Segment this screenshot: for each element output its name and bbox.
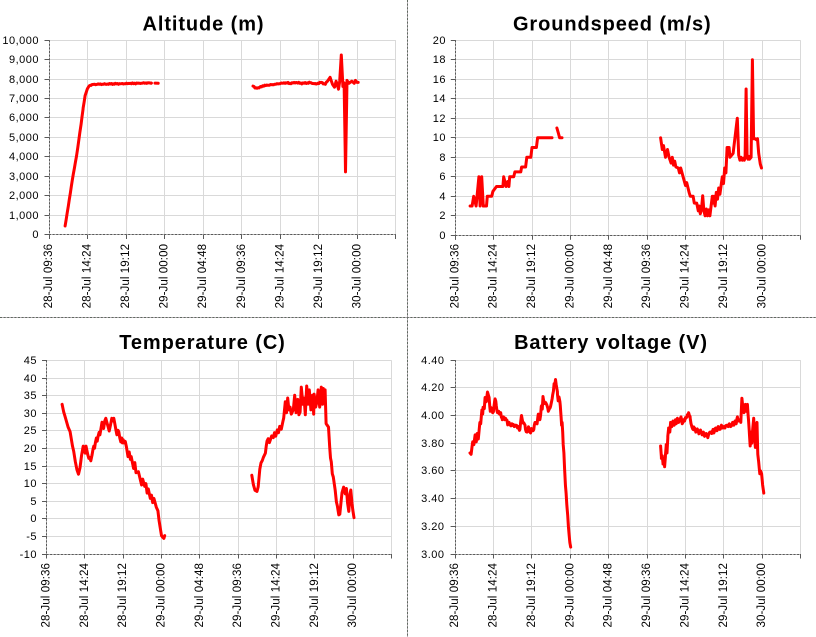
svg-text:29-Jul 00:00: 29-Jul 00:00 [156, 563, 168, 628]
svg-text:28-Jul 19:12: 28-Jul 19:12 [120, 244, 132, 309]
svg-text:30-Jul 00:00: 30-Jul 00:00 [756, 563, 768, 628]
svg-text:8,000: 8,000 [9, 74, 39, 86]
svg-text:10,000: 10,000 [2, 35, 39, 47]
svg-text:35: 35 [24, 390, 37, 402]
svg-text:-10: -10 [20, 549, 37, 561]
svg-text:1,000: 1,000 [9, 210, 39, 222]
svg-text:15: 15 [24, 461, 37, 473]
svg-text:Temperature (C): Temperature (C) [119, 332, 286, 354]
svg-text:28-Jul 09:36: 28-Jul 09:36 [449, 563, 461, 628]
svg-text:3.60: 3.60 [421, 465, 444, 477]
svg-text:30-Jul 00:00: 30-Jul 00:00 [347, 563, 359, 628]
svg-text:16: 16 [433, 74, 446, 86]
svg-text:6,000: 6,000 [9, 112, 39, 124]
svg-text:3.80: 3.80 [421, 438, 444, 450]
svg-text:4: 4 [439, 191, 446, 203]
svg-text:4.20: 4.20 [421, 382, 444, 394]
svg-text:9,000: 9,000 [9, 54, 39, 66]
svg-text:30: 30 [24, 408, 37, 420]
svg-text:29-Jul 00:00: 29-Jul 00:00 [564, 244, 576, 309]
svg-text:3.40: 3.40 [421, 493, 444, 505]
svg-text:4.40: 4.40 [421, 355, 444, 367]
svg-text:29-Jul 19:12: 29-Jul 19:12 [718, 563, 730, 628]
svg-text:4.00: 4.00 [421, 410, 444, 422]
svg-text:20: 20 [24, 443, 37, 455]
svg-text:4,000: 4,000 [9, 151, 39, 163]
svg-text:28-Jul 14:24: 28-Jul 14:24 [79, 563, 91, 628]
svg-text:0: 0 [30, 513, 37, 525]
svg-text:10: 10 [24, 478, 37, 490]
svg-text:6: 6 [439, 171, 446, 183]
svg-text:28-Jul 09:36: 28-Jul 09:36 [43, 244, 55, 309]
svg-text:12: 12 [433, 113, 446, 125]
svg-text:10: 10 [433, 132, 446, 144]
svg-text:45: 45 [24, 355, 37, 367]
svg-text:28-Jul 19:12: 28-Jul 19:12 [117, 563, 129, 628]
svg-text:3.00: 3.00 [421, 549, 444, 561]
svg-text:28-Jul 14:24: 28-Jul 14:24 [488, 243, 500, 308]
svg-text:28-Jul 19:12: 28-Jul 19:12 [526, 563, 538, 628]
svg-text:30-Jul 00:00: 30-Jul 00:00 [351, 244, 363, 309]
svg-text:Battery voltage (V): Battery voltage (V) [514, 332, 708, 354]
svg-text:0: 0 [439, 230, 446, 242]
svg-text:29-Jul 00:00: 29-Jul 00:00 [564, 563, 576, 628]
svg-text:29-Jul 14:24: 29-Jul 14:24 [271, 563, 283, 628]
svg-text:0: 0 [32, 229, 39, 241]
svg-text:29-Jul 04:48: 29-Jul 04:48 [194, 563, 206, 628]
svg-text:28-Jul 09:36: 28-Jul 09:36 [41, 563, 53, 628]
svg-text:28-Jul 14:24: 28-Jul 14:24 [82, 243, 94, 308]
svg-text:29-Jul 14:24: 29-Jul 14:24 [679, 563, 691, 628]
svg-text:29-Jul 14:24: 29-Jul 14:24 [680, 243, 692, 308]
svg-text:29-Jul 00:00: 29-Jul 00:00 [159, 244, 171, 309]
svg-text:29-Jul 19:12: 29-Jul 19:12 [309, 563, 321, 628]
svg-text:20: 20 [433, 35, 446, 47]
svg-text:28-Jul 19:12: 28-Jul 19:12 [526, 244, 538, 309]
svg-text:40: 40 [24, 373, 37, 385]
svg-text:-5: -5 [26, 531, 37, 543]
svg-text:29-Jul 09:36: 29-Jul 09:36 [232, 563, 244, 628]
svg-text:30-Jul 00:00: 30-Jul 00:00 [756, 244, 768, 309]
svg-text:29-Jul 04:48: 29-Jul 04:48 [197, 244, 209, 309]
svg-text:29-Jul 04:48: 29-Jul 04:48 [603, 563, 615, 628]
svg-text:29-Jul 09:36: 29-Jul 09:36 [236, 244, 248, 308]
svg-text:2,000: 2,000 [9, 190, 39, 202]
svg-text:29-Jul 09:36: 29-Jul 09:36 [641, 563, 653, 628]
svg-text:29-Jul 04:48: 29-Jul 04:48 [603, 244, 615, 309]
svg-text:5,000: 5,000 [9, 132, 39, 144]
svg-text:2: 2 [439, 210, 446, 222]
svg-text:3,000: 3,000 [9, 171, 39, 183]
svg-text:Altitude (m): Altitude (m) [143, 14, 265, 36]
svg-text:29-Jul 14:24: 29-Jul 14:24 [274, 243, 286, 308]
svg-text:18: 18 [433, 54, 446, 66]
svg-text:14: 14 [433, 93, 446, 105]
svg-text:28-Jul 09:36: 28-Jul 09:36 [449, 244, 461, 309]
svg-text:8: 8 [439, 152, 446, 164]
svg-text:5: 5 [30, 496, 37, 508]
svg-text:7,000: 7,000 [9, 93, 39, 105]
svg-text:Groundspeed (m/s): Groundspeed (m/s) [513, 14, 712, 36]
svg-text:29-Jul 09:36: 29-Jul 09:36 [641, 244, 653, 309]
svg-text:29-Jul 19:12: 29-Jul 19:12 [313, 244, 325, 309]
svg-text:28-Jul 14:24: 28-Jul 14:24 [488, 563, 500, 628]
svg-text:29-Jul 19:12: 29-Jul 19:12 [718, 244, 730, 309]
svg-text:3.20: 3.20 [421, 521, 444, 533]
svg-text:25: 25 [24, 425, 37, 437]
